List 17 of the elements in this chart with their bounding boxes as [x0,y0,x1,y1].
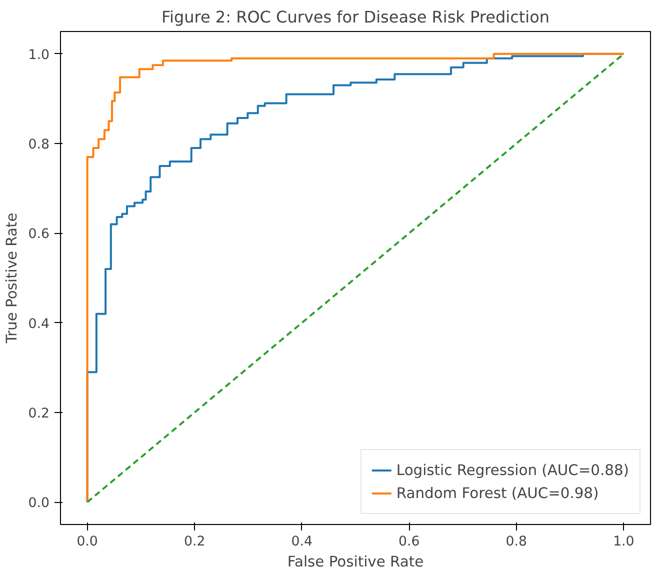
x-tick-label: 0.0 [76,534,98,550]
y-tick-label: 0.8 [28,138,50,153]
legend-label: Random Forest (AUC=0.98) [396,484,599,502]
y-tick-label: 0.4 [28,316,50,332]
chart-title: Figure 2: ROC Curves for Disease Risk Prediction [161,8,550,26]
x-tick-label: 0.8 [506,534,528,550]
x-axis-title: False Positive Rate [287,554,424,570]
y-tick-label: 1.0 [28,48,50,63]
y-tick-label: 0.0 [28,496,50,512]
y-tick-label: 0.6 [28,227,50,242]
x-tick-label: 0.2 [184,534,206,550]
x-tick-label: 0.6 [398,534,420,550]
y-axis-title: True Positive Rate [3,212,20,344]
legend-label: Logistic Regression (AUC=0.88) [396,462,629,478]
x-tick-label: 1.0 [613,534,634,550]
x-tick-label: 0.4 [291,534,312,550]
y-tick-label: 0.2 [28,406,50,422]
